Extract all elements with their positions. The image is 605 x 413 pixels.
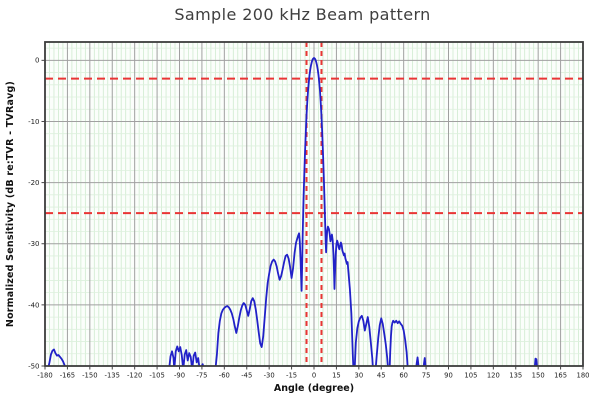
x-tick-label: -75 <box>196 372 207 380</box>
x-tick-label: -120 <box>127 372 142 380</box>
y-axis-title: Normalized Sensitivity (dB re:TVR - TVRa… <box>5 80 16 328</box>
y-tick-label: -40 <box>28 301 39 309</box>
x-tick-label: 45 <box>377 372 386 380</box>
x-tick-label: -180 <box>37 372 52 380</box>
x-tick-label: 150 <box>532 372 545 380</box>
x-tick-label: 90 <box>444 372 453 380</box>
x-tick-label: -60 <box>219 372 230 380</box>
x-tick-label: 15 <box>332 372 341 380</box>
x-tick-label: -165 <box>60 372 75 380</box>
x-tick-label: -15 <box>286 372 297 380</box>
x-tick-label: 120 <box>487 372 500 380</box>
x-tick-label: 180 <box>577 372 590 380</box>
x-axis-title: Angle (degree) <box>273 383 355 394</box>
x-tick-label: -105 <box>149 372 164 380</box>
y-tick-label: -10 <box>28 118 39 126</box>
x-tick-label: 135 <box>509 372 522 380</box>
x-tick-label: -30 <box>264 372 275 380</box>
x-tick-label: 165 <box>554 372 567 380</box>
y-tick-label: 0 <box>35 57 39 65</box>
x-tick-label: 105 <box>464 372 477 380</box>
x-tick-label: 60 <box>399 372 408 380</box>
y-tick-label: -30 <box>28 240 39 248</box>
x-tick-label: 75 <box>422 372 431 380</box>
x-tick-label: 30 <box>355 372 364 380</box>
chart-title: Sample 200 kHz Beam pattern <box>174 5 431 24</box>
y-tick-label: -50 <box>28 362 39 370</box>
beam-pattern-line <box>47 56 538 366</box>
major-grid <box>44 42 584 367</box>
x-tick-label: 0 <box>312 372 316 380</box>
x-tick-label: -135 <box>105 372 120 380</box>
reference-lines <box>45 42 583 366</box>
y-tick-label: -20 <box>28 179 39 187</box>
x-tick-label: -90 <box>174 372 185 380</box>
x-tick-label: -150 <box>82 372 97 380</box>
axis-ticks: -180 -165 -150 -135 -120 -105 -90 -75 -60 -45 -30-… <box>28 57 589 380</box>
x-tick-label: -45 <box>241 372 252 380</box>
